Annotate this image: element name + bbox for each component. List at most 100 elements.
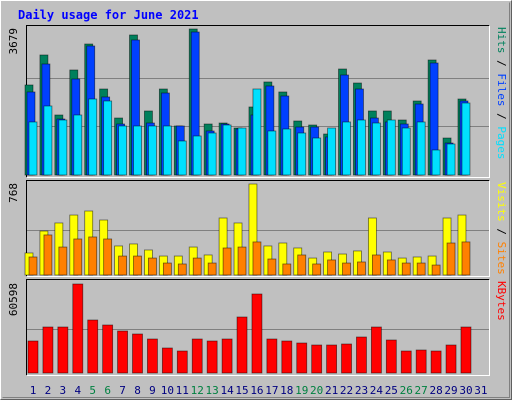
x-tick-label: 25 bbox=[385, 384, 398, 397]
x-tick-label: 12 bbox=[191, 384, 204, 397]
bar bbox=[221, 338, 233, 374]
bar bbox=[327, 127, 337, 176]
x-tick-label: 13 bbox=[206, 384, 219, 397]
bar bbox=[400, 350, 412, 374]
bar bbox=[118, 255, 127, 276]
bar bbox=[207, 132, 217, 176]
bar bbox=[296, 342, 308, 374]
bar bbox=[88, 236, 98, 276]
x-tick-label: 6 bbox=[104, 384, 111, 397]
bar bbox=[282, 128, 292, 176]
panel-border bbox=[26, 180, 490, 277]
bar bbox=[133, 255, 142, 276]
x-tick-label: 16 bbox=[250, 384, 263, 397]
bar bbox=[461, 102, 471, 176]
bar bbox=[385, 339, 397, 374]
bar bbox=[207, 262, 217, 276]
x-tick-label: 11 bbox=[176, 384, 189, 397]
bar bbox=[312, 137, 322, 176]
x-tick-label: 2 bbox=[45, 384, 52, 397]
x-tick-label: 29 bbox=[444, 384, 457, 397]
bar bbox=[281, 340, 293, 374]
legend: Hits / Files / Pages bbox=[495, 27, 508, 160]
x-tick-label: 22 bbox=[340, 384, 353, 397]
bar bbox=[176, 350, 188, 374]
panel-border bbox=[26, 279, 490, 376]
x-tick-label: 31 bbox=[474, 384, 487, 397]
bar bbox=[103, 100, 113, 176]
bar bbox=[342, 262, 351, 276]
x-tick-label: 19 bbox=[295, 384, 308, 397]
bar bbox=[327, 259, 337, 276]
x-tick-label: 24 bbox=[370, 384, 384, 397]
bar bbox=[446, 143, 456, 176]
legend-entry: Files bbox=[495, 73, 508, 106]
x-tick-label: 15 bbox=[235, 384, 248, 397]
bar bbox=[118, 125, 127, 176]
bar bbox=[161, 347, 173, 374]
x-tick-label: 8 bbox=[134, 384, 141, 397]
legend: KBytes bbox=[495, 281, 508, 321]
bar bbox=[297, 254, 307, 276]
x-tick-label: 27 bbox=[415, 384, 428, 397]
panel-border bbox=[26, 180, 490, 277]
bar bbox=[43, 105, 53, 176]
bar bbox=[461, 241, 471, 276]
bar bbox=[236, 316, 248, 374]
bar bbox=[431, 149, 441, 176]
bar bbox=[401, 262, 411, 276]
bar bbox=[445, 344, 457, 374]
bar bbox=[311, 344, 323, 374]
bar bbox=[415, 349, 427, 374]
legend-separator: / bbox=[495, 222, 508, 242]
bar bbox=[371, 122, 381, 176]
y-tick-label: 60598 bbox=[7, 283, 20, 316]
bar bbox=[237, 246, 247, 276]
x-tick-label: 17 bbox=[265, 384, 278, 397]
bar bbox=[147, 338, 158, 374]
bar bbox=[431, 264, 441, 276]
bar bbox=[252, 88, 262, 176]
bar bbox=[57, 326, 69, 374]
bar bbox=[222, 124, 232, 176]
bar bbox=[72, 283, 84, 374]
x-tick-label: 21 bbox=[325, 384, 338, 397]
bar bbox=[88, 98, 98, 176]
bar bbox=[206, 340, 218, 374]
bar bbox=[266, 338, 278, 374]
bar bbox=[58, 119, 68, 176]
bar bbox=[371, 254, 381, 276]
bar bbox=[460, 326, 472, 374]
y-tick-label: 768 bbox=[7, 183, 20, 203]
bar bbox=[58, 246, 68, 276]
bar bbox=[192, 257, 202, 276]
bar bbox=[267, 130, 277, 176]
x-tick-label: 7 bbox=[119, 384, 126, 397]
legend-entry: Hits bbox=[495, 27, 508, 54]
x-tick-label: 28 bbox=[429, 384, 442, 397]
bar bbox=[192, 135, 202, 176]
x-tick-label: 4 bbox=[74, 384, 81, 397]
x-tick-label: 5 bbox=[89, 384, 96, 397]
x-tick-label: 20 bbox=[310, 384, 323, 397]
panel-border bbox=[26, 279, 490, 376]
bar bbox=[162, 125, 172, 176]
x-tick-label: 9 bbox=[149, 384, 156, 397]
bar bbox=[416, 262, 426, 276]
bar bbox=[446, 242, 456, 276]
bar bbox=[177, 140, 187, 176]
bar bbox=[386, 259, 396, 276]
legend-entry: KBytes bbox=[495, 281, 508, 321]
bar bbox=[177, 263, 187, 276]
bar bbox=[326, 344, 338, 374]
bar bbox=[386, 119, 396, 176]
bar bbox=[357, 261, 366, 276]
bar bbox=[73, 114, 83, 176]
x-tick-label: 10 bbox=[161, 384, 174, 397]
legend-entry: Pages bbox=[495, 126, 508, 159]
bar bbox=[370, 326, 382, 374]
legend-entry: Visits bbox=[495, 182, 508, 222]
bar bbox=[342, 121, 351, 176]
